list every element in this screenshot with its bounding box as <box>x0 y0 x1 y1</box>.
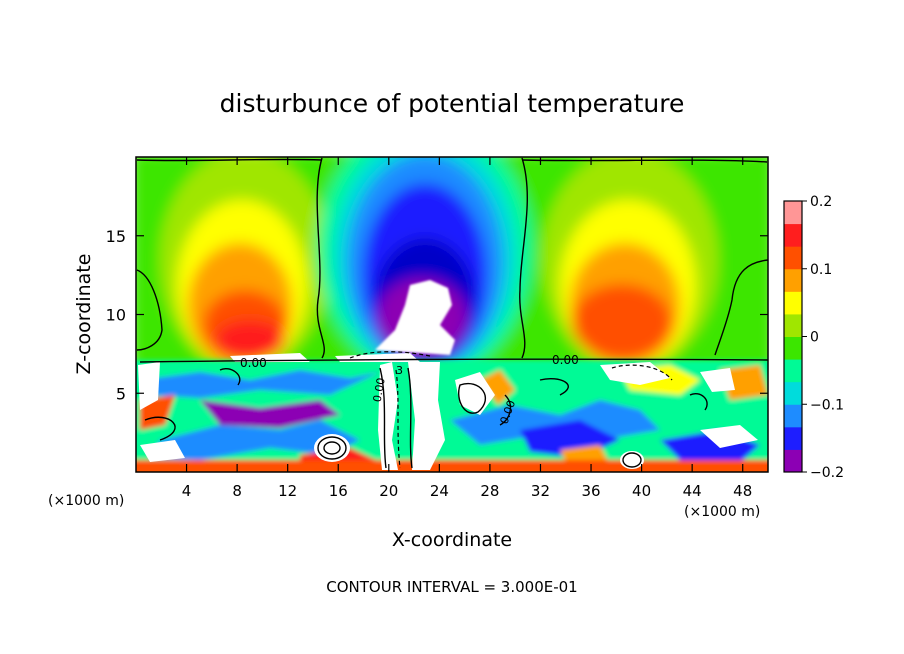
contour-label: 0.00 <box>371 377 388 403</box>
colorbar-swatch <box>784 223 802 247</box>
colorbar-swatch <box>784 201 802 225</box>
colorbar-swatch <box>784 336 802 360</box>
x-tick-label: 40 <box>632 482 651 500</box>
colorbar-swatch <box>784 449 802 473</box>
x-tick-label: 48 <box>733 482 752 500</box>
colorbar-tick-label: −0.1 <box>810 397 844 413</box>
colorbar-swatch <box>784 404 802 428</box>
x-tick-label: 8 <box>232 482 242 500</box>
contour-label: 0.00 <box>240 356 267 370</box>
x-tick-label: 16 <box>329 482 348 500</box>
contour-interval-note: CONTOUR INTERVAL = 3.000E-01 <box>326 578 577 596</box>
colorbar-swatch <box>784 426 802 450</box>
x-tick-label: 12 <box>278 482 297 500</box>
colorbar-swatch <box>784 381 802 405</box>
colorbar: 0.2 0.1 0 −0.1 −0.2 <box>783 194 844 481</box>
y-tick-label: 10 <box>106 306 126 325</box>
x-axis-label: X-coordinate <box>392 529 512 551</box>
colorbar-swatch <box>784 359 802 383</box>
x-tick-label: 24 <box>430 482 449 500</box>
x-tick-label: 44 <box>683 482 702 500</box>
colorbar-swatch <box>784 291 802 315</box>
colorbar-swatch <box>784 246 802 270</box>
colorbar-tick-label: 0.2 <box>810 194 832 210</box>
cold-core-region <box>375 280 455 355</box>
y-axis: 5 10 15 <box>106 227 768 403</box>
colorbar-swatch <box>784 313 802 337</box>
contour-label: 0.00 <box>552 353 579 367</box>
y-axis-label: Z-coordinate <box>73 254 95 375</box>
y-tick-label: 15 <box>106 227 126 246</box>
colorbar-tick-label: −0.2 <box>810 465 844 481</box>
colorbar-tick-label: 0 <box>810 330 819 346</box>
x-tick-label: 28 <box>480 482 499 500</box>
contour-label: 3 <box>396 364 403 377</box>
x-tick-label: 36 <box>581 482 600 500</box>
x-tick-label: 32 <box>531 482 550 500</box>
x-unit-label-right: (×1000 m) <box>684 504 760 520</box>
y-tick-label: 5 <box>116 384 126 403</box>
plot-area <box>136 157 768 472</box>
x-axis: 4 8 12 16 20 24 28 32 36 40 44 48 <box>182 157 752 500</box>
chart-title: disturbunce of potential temperature <box>220 89 685 118</box>
x-tick-label: 4 <box>182 482 192 500</box>
x-tick-label: 20 <box>379 482 398 500</box>
colorbar-tick-label: 0.1 <box>810 262 832 278</box>
x-unit-label: (×1000 m) <box>48 493 124 509</box>
colorbar-swatch <box>784 268 802 292</box>
